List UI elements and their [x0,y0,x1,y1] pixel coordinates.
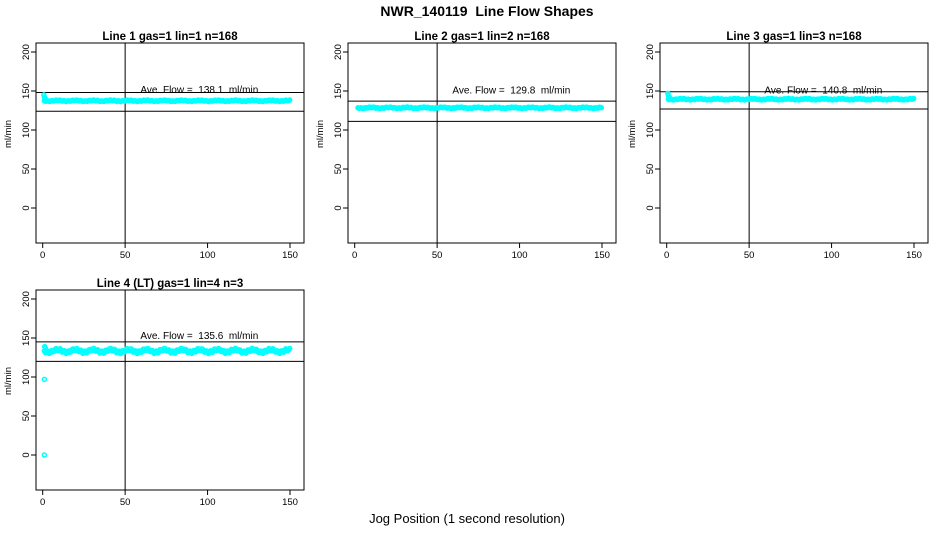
panel-title: Line 4 (LT) gas=1 lin=4 n=3 [97,278,243,290]
data-point [286,97,293,103]
x-tick-label: 100 [200,250,216,261]
y-tick-label: 200 [645,44,656,60]
x-tick-label: 50 [120,250,131,261]
y-axis-label: ml/min [627,120,638,148]
y-tick-label: 100 [21,122,32,138]
x-tick-label: 0 [352,250,357,261]
y-tick-label: 100 [21,369,32,385]
x-axis-label: Jog Position (1 second resolution) [369,511,565,526]
y-tick-label: 150 [21,83,32,99]
ave-flow-text: Ave. Flow = 135.6 ml/min [140,331,258,342]
y-tick-label: 150 [645,83,656,99]
panel-line2: Line 2 gas=1 lin=2 n=168 0 50 100 150 200 ml/m… [315,31,617,261]
panel-line4: Line 4 (LT) gas=1 lin=4 n=3 0 50 100 150 200 m… [3,278,305,508]
x-tick-label: 150 [282,250,298,261]
y-tick-label: 0 [333,205,344,210]
y-tick-label: 200 [333,44,344,60]
x-tick-label: 50 [120,497,131,508]
x-tick-label: 0 [40,250,45,261]
x-tick-label: 150 [282,497,298,508]
plot-box [347,42,617,244]
x-tick-label: 100 [200,497,216,508]
panel-title: Line 3 gas=1 lin=3 n=168 [726,31,862,43]
y-tick-label: 100 [333,122,344,138]
main-title: NWR_140119 Line Flow Shapes [380,3,594,19]
data-point [286,345,293,352]
plot-box [659,42,929,244]
outlier-point [41,452,48,458]
y-tick-label: 0 [21,205,32,210]
x-tick-label: 50 [744,250,755,261]
x-tick-label: 100 [512,250,528,261]
data-point [598,104,605,111]
y-tick-label: 0 [21,452,32,457]
data-point [910,95,917,102]
panel-line1: Line 1 gas=1 lin=1 n=168 0 50 100 150 200 ml/m… [3,31,305,261]
panel-line3: Line 3 gas=1 lin=3 n=168 0 50 100 150 200 ml/m… [627,31,929,261]
y-tick-label: 50 [21,164,32,175]
y-tick-label: 50 [645,164,656,175]
y-axis-label: ml/min [3,367,14,395]
x-tick-label: 50 [432,250,443,261]
x-tick-label: 0 [40,497,45,508]
y-tick-label: 50 [21,411,32,422]
y-tick-label: 0 [645,205,656,210]
y-tick-label: 200 [21,291,32,307]
y-tick-label: 150 [21,330,32,346]
x-tick-label: 100 [824,250,840,261]
outlier-point [41,376,48,383]
y-tick-label: 200 [21,44,32,60]
x-tick-label: 150 [594,250,610,261]
ave-flow-text: Ave. Flow = 129.8 ml/min [452,86,570,97]
y-axis-label: ml/min [315,120,326,148]
x-tick-label: 150 [906,250,922,261]
y-tick-label: 100 [645,122,656,138]
y-axis-label: ml/min [3,120,14,148]
panel-title: Line 2 gas=1 lin=2 n=168 [414,31,550,43]
x-tick-label: 0 [664,250,669,261]
ave-flow-text: Ave. Flow = 138.1 ml/min [140,85,258,96]
plot-box [35,42,305,244]
y-tick-label: 150 [333,83,344,99]
panel-title: Line 1 gas=1 lin=1 n=168 [102,31,238,43]
y-tick-label: 50 [333,164,344,175]
ave-flow-text: Ave. Flow = 140.8 ml/min [764,86,882,97]
plot-box [35,289,305,491]
